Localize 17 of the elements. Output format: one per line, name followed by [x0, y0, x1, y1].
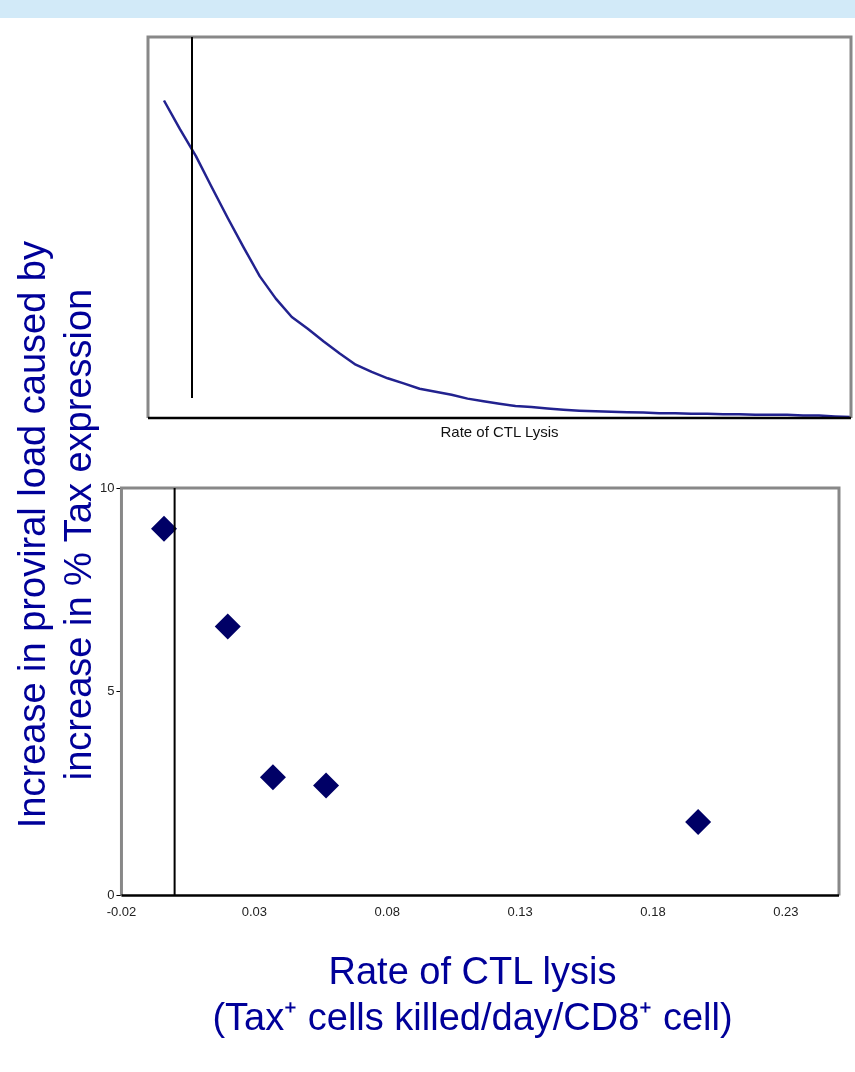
point: [685, 809, 712, 836]
x-tick-label: 0.03: [241, 903, 267, 919]
point: [259, 764, 286, 791]
y-axis-title: Increase in proviral load caused by increase in % Tax expression: [9, 241, 100, 829]
point: [150, 515, 177, 542]
y-tick-label: 0: [107, 886, 115, 902]
x-tick-label: 0.08: [374, 903, 400, 919]
point: [214, 613, 241, 640]
x-tick-label: 0.13: [507, 903, 533, 919]
x-axis-title: Rate of CTL lysis (Tax⁺ cells killed/day/CD8⁺ cell): [211, 949, 734, 1041]
y-tick-label: 5: [107, 683, 115, 699]
x-axis-title: Rate of CTL Lysis: [440, 423, 559, 441]
x-tick-label: 0.23: [773, 903, 799, 919]
y-tick-label: 10: [99, 479, 115, 495]
x-tick-label: -0.02: [106, 903, 137, 919]
x-tick-label: 0.18: [640, 903, 666, 919]
point: [313, 772, 340, 799]
